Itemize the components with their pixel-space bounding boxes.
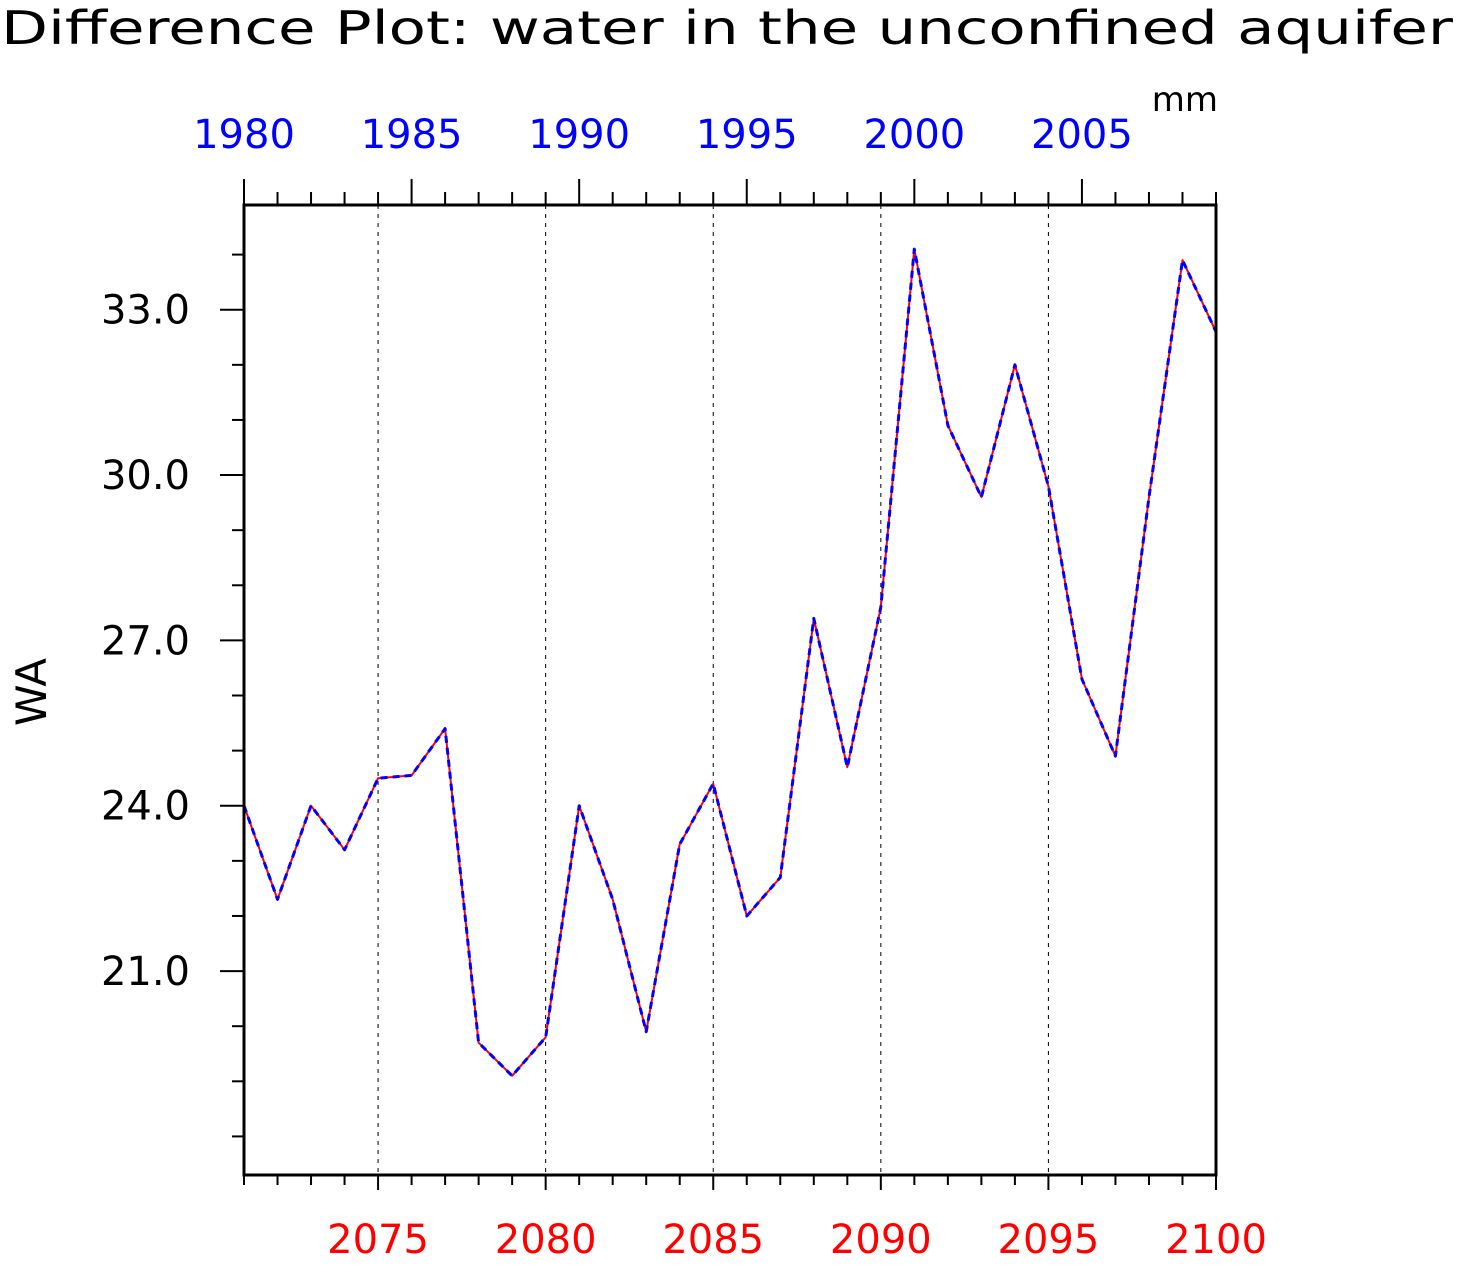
top-tick-label-1990: 1990 [528, 112, 630, 158]
top-tick-label-1980: 1980 [193, 112, 295, 158]
top-tick-label-2005: 2005 [1031, 112, 1133, 158]
chart-title: Difference Plot: water in the unconfined… [1, 1, 1453, 55]
top-tick-label-1995: 1995 [696, 112, 798, 158]
top-tick-label-1985: 1985 [361, 112, 463, 158]
vertical-gridlines [377, 205, 1049, 1175]
y-axis-label: WA [7, 658, 56, 726]
plot-frame [242, 203, 1218, 1177]
bottom-tick-label-2100: 2100 [1165, 1217, 1267, 1263]
tick-labels: 2075 2080 2085 2090 2095 2100 1980 1985 1990 1995… [101, 112, 1267, 1263]
series-line-2 [242, 247, 1218, 1078]
data-series [242, 247, 1218, 1078]
bottom-tick-label-2075: 2075 [327, 1217, 429, 1263]
y-tick-label-21.0: 21.0 [101, 949, 190, 995]
y-tick-label-33.0: 33.0 [101, 288, 190, 334]
top-tick-label-2000: 2000 [863, 112, 965, 158]
y-tick-label-30.0: 30.0 [101, 453, 190, 499]
y-tick-label-27.0: 27.0 [101, 618, 190, 664]
units-label: mm [1152, 80, 1218, 120]
bottom-tick-label-2080: 2080 [495, 1217, 597, 1263]
series-line-1 [243, 248, 1217, 1077]
y-tick-label-24.0: 24.0 [101, 784, 190, 830]
bottom-tick-label-2090: 2090 [830, 1217, 932, 1263]
bottom-tick-label-2095: 2095 [998, 1217, 1100, 1263]
bottom-tick-label-2085: 2085 [662, 1217, 764, 1263]
axis-ticks [220, 179, 1217, 1190]
